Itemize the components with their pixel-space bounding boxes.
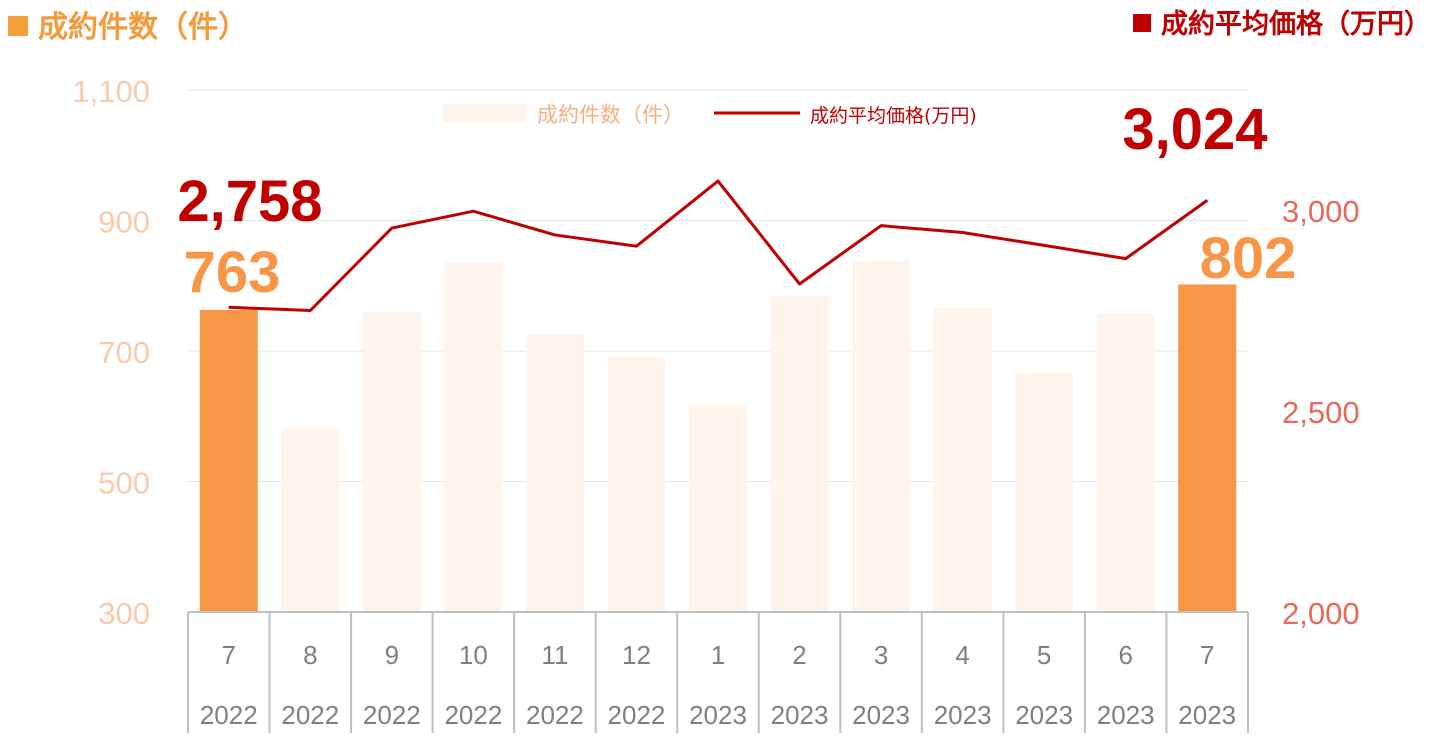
left-axis-title-text: 成約件数（件） <box>38 10 248 45</box>
bar <box>852 260 911 612</box>
bar <box>444 262 503 612</box>
x-axis-table: 7 2022 8 2022 9 2022 10 2022 11 2022 12 2022 1 2023 2 2… <box>187 611 1249 733</box>
bar <box>362 311 421 612</box>
line-point <box>228 306 230 308</box>
line-point <box>1206 199 1208 201</box>
left-tick-label: 900 <box>98 205 150 240</box>
x-tick-year: 2022 <box>281 700 339 730</box>
x-tick-year: 2023 <box>771 700 829 730</box>
line-point <box>391 227 393 229</box>
x-tick-month: 2 <box>792 640 806 670</box>
line-point <box>635 245 637 247</box>
x-tick-month: 7 <box>1200 640 1214 670</box>
right-axis-title-text: 成約平均価格（万円） <box>1161 9 1431 40</box>
axes: 300 500 700 900 1,100 2,000 2,500 3,000 <box>72 74 1359 631</box>
line-point <box>880 225 882 227</box>
bar <box>933 307 992 612</box>
x-tick-year: 2022 <box>363 700 421 730</box>
line-series <box>228 179 1209 312</box>
x-tick-year: 2023 <box>1097 700 1155 730</box>
left-tick-label: 500 <box>98 466 150 501</box>
x-tick-month: 12 <box>622 640 651 670</box>
x-tick-year: 2023 <box>689 700 747 730</box>
line-point <box>554 234 556 236</box>
bar <box>770 295 829 612</box>
bar <box>525 334 584 612</box>
callout-bar-first: 763 <box>184 240 281 305</box>
x-tick-month: 8 <box>303 640 317 670</box>
line-point <box>717 180 719 182</box>
left-title-square-icon <box>8 15 28 36</box>
x-tick-month: 7 <box>222 640 236 670</box>
x-tick-year: 2023 <box>1178 700 1236 730</box>
left-tick-label: 1,100 <box>72 74 150 109</box>
x-tick-month: 1 <box>711 640 725 670</box>
callout-bar-last: 802 <box>1200 226 1297 291</box>
legend-line-label: 成約平均価格(万円) <box>810 105 977 127</box>
x-tick-month: 3 <box>874 640 888 670</box>
bar-series <box>199 260 1237 612</box>
left-axis-title: 成約件数（件） <box>8 2 248 46</box>
x-tick-year: 2023 <box>852 700 910 730</box>
price-line <box>228 179 1209 312</box>
right-title-square-icon <box>1133 13 1151 32</box>
x-tick-month: 10 <box>459 640 488 670</box>
line-point <box>1043 244 1045 246</box>
x-tick-year: 2022 <box>526 700 584 730</box>
x-tick-year: 2022 <box>608 700 666 730</box>
bar <box>689 404 747 612</box>
bar <box>1015 373 1074 612</box>
bar <box>607 357 666 612</box>
bar <box>1178 284 1237 612</box>
x-tick-year: 2022 <box>444 700 502 730</box>
x-tick-month: 9 <box>385 640 399 670</box>
legend-bar-swatch <box>443 104 526 122</box>
callout-line-last: 3,024 <box>1122 97 1267 162</box>
right-tick-label: 3,000 <box>1282 194 1360 229</box>
right-tick-label: 2,000 <box>1282 596 1360 631</box>
right-tick-label: 2,500 <box>1282 395 1360 430</box>
line-point <box>472 210 474 212</box>
legend: 成約件数（件） 成約平均価格(万円) <box>443 103 977 127</box>
bar <box>199 309 258 612</box>
line-point <box>962 232 964 234</box>
x-tick-year: 2022 <box>200 700 258 730</box>
legend-bar-label: 成約件数（件） <box>537 103 684 127</box>
x-tick-month: 4 <box>955 640 969 670</box>
x-tick-month: 11 <box>541 640 568 670</box>
x-tick-month: 5 <box>1037 640 1051 670</box>
x-tick-month: 6 <box>1118 640 1132 670</box>
x-tick-year: 2023 <box>1015 700 1073 730</box>
callout-line-first: 2,758 <box>177 169 322 234</box>
callouts: 763 802 2,758 3,024 <box>177 97 1296 305</box>
bar <box>1096 313 1155 612</box>
line-point <box>309 310 311 311</box>
bar <box>281 428 340 612</box>
left-tick-label: 700 <box>98 335 150 370</box>
right-axis-title: 成約平均価格（万円） <box>1133 2 1431 41</box>
line-point <box>1125 258 1127 260</box>
line-point <box>799 283 801 285</box>
x-tick-year: 2023 <box>934 700 992 730</box>
left-tick-label: 300 <box>98 596 150 631</box>
